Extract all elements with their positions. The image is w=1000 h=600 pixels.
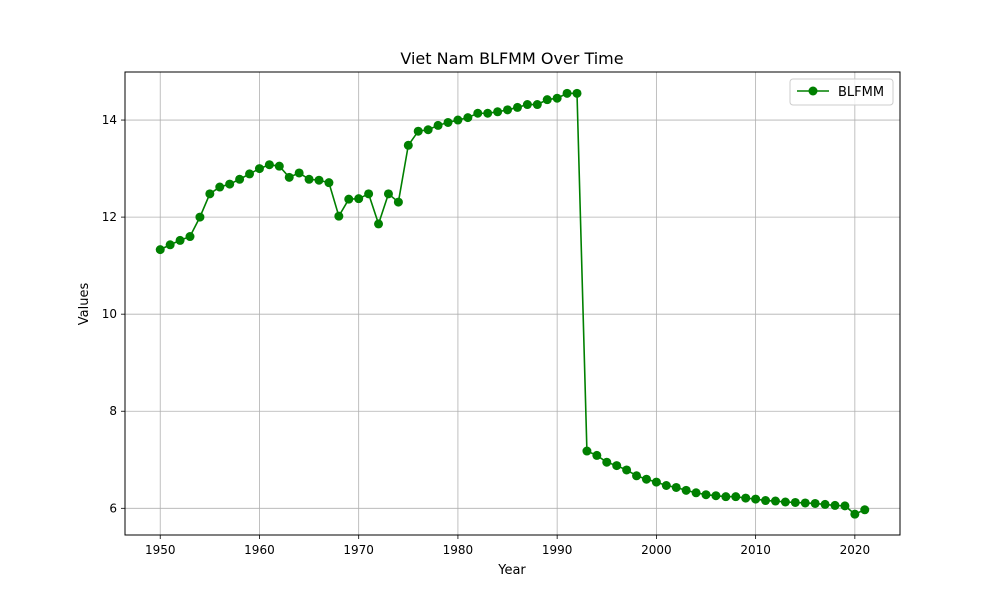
data-point (790, 497, 800, 507)
chart-title: Viet Nam BLFMM Over Time (400, 49, 623, 68)
data-point (761, 496, 771, 506)
data-point (463, 113, 473, 123)
data-point (453, 115, 463, 125)
data-point (304, 174, 314, 184)
data-point (850, 509, 860, 519)
data-point (661, 480, 671, 490)
data-point (800, 498, 810, 508)
data-point (374, 219, 384, 229)
data-point (860, 505, 870, 515)
data-point (393, 197, 403, 207)
data-point (592, 450, 602, 460)
y-tick-label: 10 (102, 307, 117, 321)
data-point (205, 189, 215, 199)
y-tick-label: 8 (109, 404, 117, 418)
data-point (483, 108, 493, 118)
data-point (433, 120, 443, 130)
y-tick-label: 12 (102, 210, 117, 224)
legend: BLFMM (789, 78, 894, 106)
data-point (175, 235, 185, 245)
data-point (830, 500, 840, 510)
data-point (284, 172, 294, 182)
y-axis-label: Values (77, 283, 92, 326)
legend-box (789, 78, 894, 106)
data-point (632, 471, 642, 481)
axes-frame (124, 71, 901, 536)
data-point (602, 457, 612, 467)
data-point (245, 169, 255, 179)
data-point (254, 164, 264, 174)
data-point (235, 174, 245, 184)
data-point (612, 461, 622, 471)
data-point (344, 194, 354, 204)
data-point (622, 465, 632, 475)
legend-label-series-1: BLFMM (838, 85, 884, 100)
legend-marker (808, 86, 818, 96)
x-tick-label: 2010 (740, 543, 771, 557)
data-point (562, 88, 572, 98)
x-tick-label: 2000 (641, 543, 672, 557)
data-point (443, 117, 453, 127)
data-point (542, 95, 552, 105)
data-point (364, 189, 374, 199)
data-point (840, 501, 850, 511)
data-point (473, 108, 483, 118)
data-point (294, 168, 304, 178)
x-axis-label: Year (497, 563, 526, 578)
data-point (403, 140, 413, 150)
data-point (532, 100, 542, 110)
data-point (731, 492, 741, 502)
data-point (641, 474, 651, 484)
grid-lines (125, 72, 900, 535)
x-tick-label: 1990 (542, 543, 573, 557)
data-point (512, 102, 522, 112)
data-point (582, 446, 592, 456)
data-point (770, 496, 780, 506)
x-tick-label: 1950 (145, 543, 176, 557)
data-point (383, 189, 393, 199)
data-point (423, 125, 433, 135)
data-point (552, 93, 562, 103)
data-point (503, 105, 513, 115)
data-point (155, 245, 165, 255)
data-point (314, 175, 324, 185)
data-point (572, 88, 582, 98)
data-point (651, 477, 661, 487)
data-point (751, 494, 761, 504)
data-point (354, 194, 364, 204)
data-point (413, 126, 423, 136)
data-point (493, 107, 503, 117)
data-point (264, 160, 274, 170)
data-point (522, 100, 532, 110)
data-point (195, 212, 205, 222)
x-tick-label: 2020 (840, 543, 871, 557)
data-point (681, 485, 691, 495)
x-tick-label: 1960 (244, 543, 275, 557)
data-point (721, 492, 731, 502)
data-point (185, 232, 195, 242)
data-point (165, 240, 175, 250)
data-point (741, 493, 751, 503)
data-point (701, 490, 711, 500)
data-point (691, 488, 701, 498)
data-point (711, 491, 721, 501)
data-point (820, 499, 830, 509)
data-point (324, 178, 334, 188)
y-tick-label: 6 (109, 501, 117, 515)
x-tick-label: 1970 (343, 543, 374, 557)
data-point (334, 211, 344, 221)
data-point (671, 482, 681, 492)
data-point (225, 179, 235, 189)
axis-ticks: 1950 1960 1970 1980 1990 2000 2010 2020 6 8 10 12 14 (102, 113, 870, 557)
data-point (274, 161, 284, 171)
data-point (215, 182, 225, 192)
data-point (810, 498, 820, 508)
data-point (780, 497, 790, 507)
x-tick-label: 1980 (443, 543, 474, 557)
series-layer (155, 88, 870, 519)
y-tick-label: 14 (102, 113, 117, 127)
